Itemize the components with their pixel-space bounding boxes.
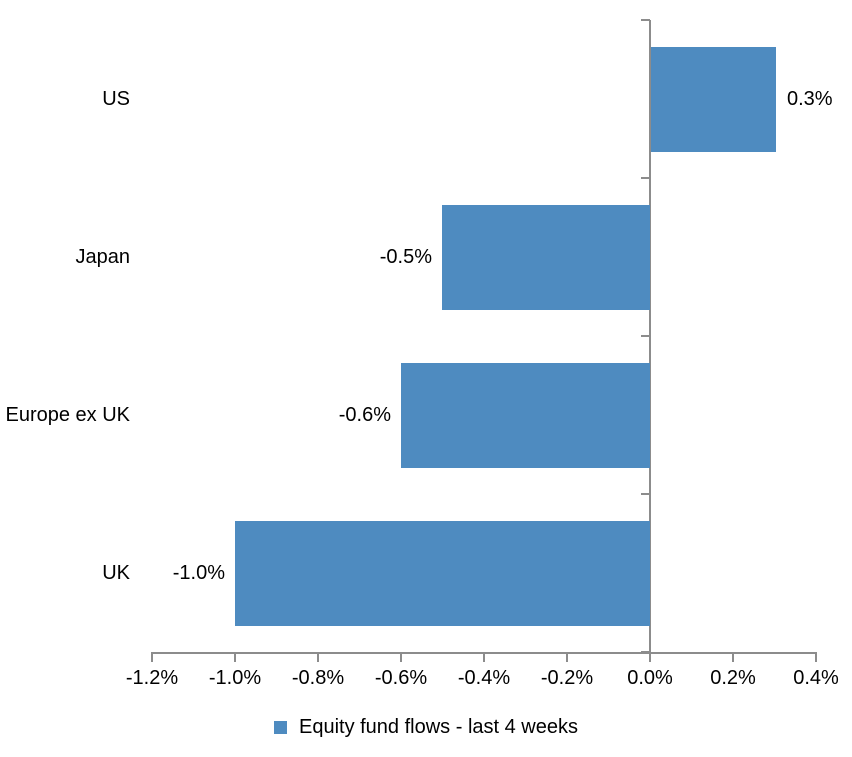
x-tick-label: -0.8% [291, 667, 345, 689]
legend-label: Equity fund flows - last 4 weeks [298, 715, 578, 738]
x-axis-tick [649, 652, 651, 662]
x-axis-tick [483, 652, 485, 662]
category-axis-tick [641, 19, 650, 21]
x-axis-tick [566, 652, 568, 662]
data-label-uk: -1.0% [172, 562, 225, 584]
bar-japan [442, 205, 650, 310]
x-tick-label: 0.0% [627, 667, 673, 689]
bar-europe-ex-uk [401, 363, 650, 468]
x-axis-tick [400, 652, 402, 662]
category-axis-tick [641, 493, 650, 495]
x-tick-label: 0.4% [793, 667, 839, 689]
x-tick-label: -1.0% [208, 667, 262, 689]
x-tick-label: -0.2% [540, 667, 594, 689]
category-axis-line [649, 20, 651, 654]
data-label-europe-ex-uk: -0.6% [338, 404, 391, 426]
x-axis-tick [732, 652, 734, 662]
bar-us [651, 47, 776, 152]
x-axis-tick [234, 652, 236, 662]
x-tick-label: -0.4% [457, 667, 511, 689]
category-axis-tick [641, 335, 650, 337]
legend-swatch-icon [273, 720, 287, 734]
data-label-us: 0.3% [787, 88, 833, 110]
x-axis-tick [151, 652, 153, 662]
legend: Equity fund flows - last 4 weeks [0, 712, 852, 742]
category-label-europe-ex-uk: Europe ex UK [5, 404, 130, 426]
category-label-japan: Japan [75, 246, 131, 268]
x-tick-label: -1.2% [125, 667, 179, 689]
data-label-japan: -0.5% [379, 246, 432, 268]
bar-uk [235, 521, 650, 626]
category-axis-tick [641, 177, 650, 179]
x-tick-label: -0.6% [374, 667, 428, 689]
x-axis-tick [815, 652, 817, 662]
category-label-us: US [102, 88, 130, 110]
x-tick-label: 0.2% [710, 667, 756, 689]
x-axis-tick [317, 652, 319, 662]
category-label-uk: UK [102, 562, 130, 584]
